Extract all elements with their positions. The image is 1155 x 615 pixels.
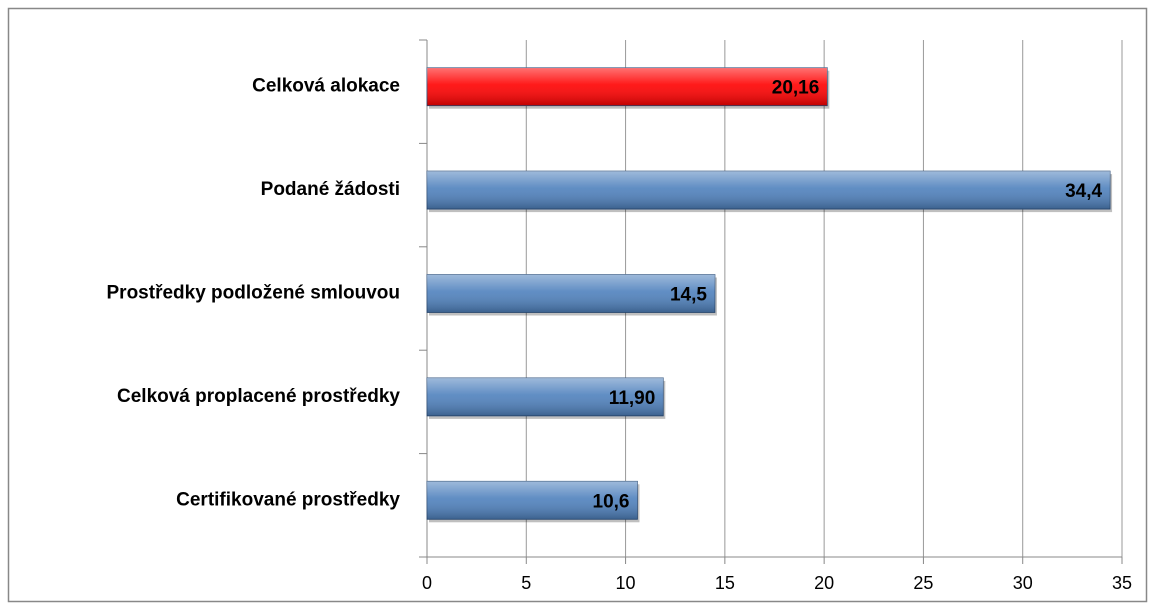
value-label: 34,4 <box>1065 181 1102 202</box>
bar-shine <box>427 377 664 416</box>
y-tick-label: Prostředky podložené smlouvou <box>107 283 401 304</box>
x-tick-label: 15 <box>715 573 735 593</box>
x-tick-label: 10 <box>616 573 636 593</box>
x-tick-label: 30 <box>1013 573 1033 593</box>
bar-shine <box>427 481 638 520</box>
x-tick-label: 0 <box>422 573 432 593</box>
bar-shine <box>427 171 1111 210</box>
y-tick-label: Celková proplacené prostředky <box>117 386 400 407</box>
bar-shine <box>427 274 715 313</box>
value-label: 11,90 <box>609 388 656 409</box>
x-tick-label: 5 <box>521 573 531 593</box>
y-tick-label: Certifikované prostředky <box>176 489 400 510</box>
bar-shine <box>427 67 828 106</box>
value-label: 14,5 <box>670 285 707 306</box>
value-label: 20,16 <box>772 78 820 99</box>
x-tick-label: 20 <box>814 573 834 593</box>
y-tick-label: Podané žádosti <box>261 179 400 200</box>
x-tick-label: 35 <box>1112 573 1132 593</box>
y-tick-label: Celková alokace <box>252 76 400 97</box>
value-label: 10,6 <box>593 491 630 512</box>
x-tick-label: 25 <box>913 573 933 593</box>
